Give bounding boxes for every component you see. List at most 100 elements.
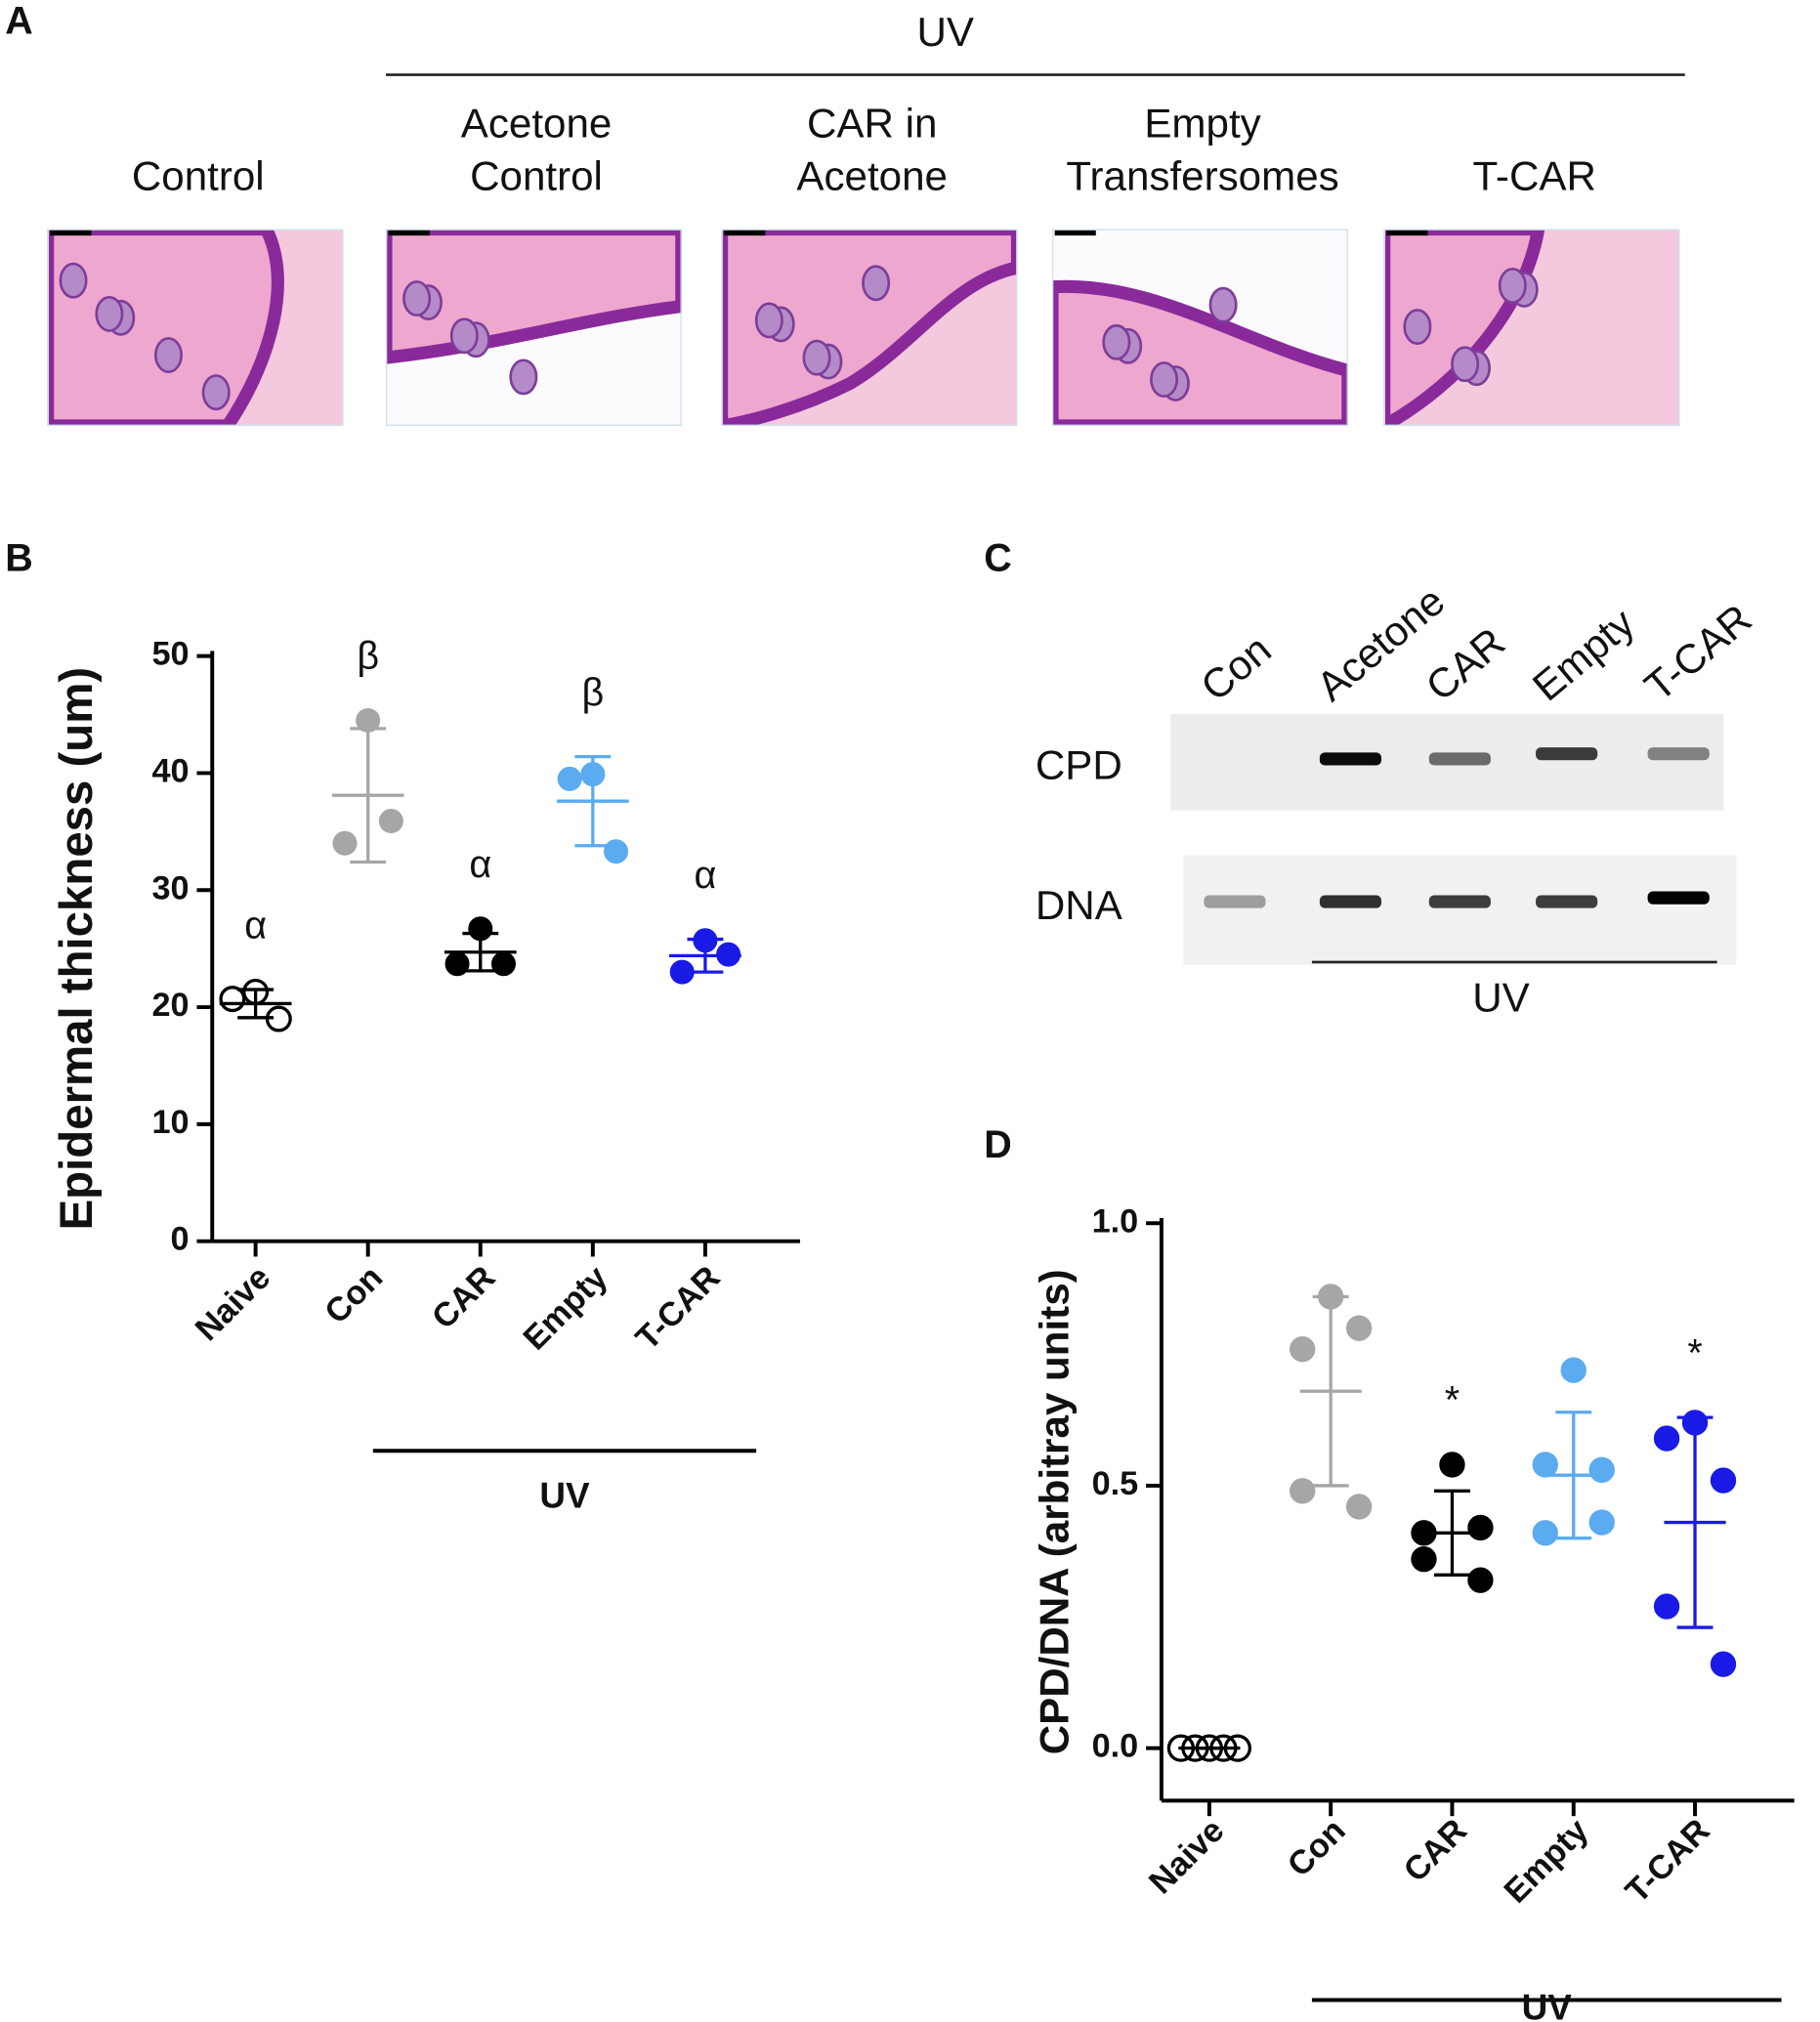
data-point [1653, 1593, 1680, 1620]
x-tick-label: Empty [517, 1259, 615, 1358]
x-tick-label: Empty [1498, 1812, 1596, 1911]
bracket-label: UV [539, 1476, 590, 1516]
follicle [1150, 361, 1179, 398]
data-point [1532, 1520, 1558, 1546]
data-point [1588, 1456, 1615, 1483]
y-tick-label: 1.0 [1092, 1202, 1139, 1240]
y-tick-label: 40 [151, 752, 189, 789]
band [1536, 747, 1598, 761]
annotation: β [581, 671, 604, 714]
bracket-label: UV [1472, 975, 1530, 1021]
data-point [1710, 1651, 1737, 1677]
row-label: DNA [1036, 882, 1123, 928]
follicle [754, 302, 783, 339]
x-tick-label: Con [1281, 1812, 1353, 1884]
x-tick-label: T-CAR [629, 1259, 728, 1358]
x-tick-label: CAR [1397, 1812, 1474, 1889]
column-label: Acetone [796, 152, 948, 198]
histology-image [1383, 229, 1680, 426]
data-point [1290, 1336, 1316, 1363]
data-point [219, 986, 246, 1013]
panel-label: A [5, 0, 33, 42]
epidermis [721, 229, 1018, 426]
y-axis-title: CPD/DNA (arbitray units) [1031, 1269, 1077, 1754]
lane-label: Con [1192, 626, 1279, 710]
data-point [1467, 1567, 1494, 1593]
data-point [378, 809, 403, 834]
panel-label: D [984, 1123, 1012, 1166]
x-tick-label: T-CAR [1619, 1812, 1717, 1911]
data-point [1681, 1410, 1709, 1436]
y-tick-label: 0.0 [1092, 1728, 1139, 1765]
tissue [721, 229, 1018, 426]
data-point [356, 708, 381, 734]
histology-image [721, 229, 1018, 426]
row-label: CPD [1036, 741, 1122, 787]
follicle [1208, 286, 1238, 323]
data-point [265, 1005, 292, 1032]
follicle [1498, 268, 1527, 304]
lane-label: Empty [1524, 600, 1643, 710]
follicle [1102, 323, 1131, 360]
annotation: α [469, 843, 491, 886]
follicle [509, 358, 538, 396]
follicle [1403, 309, 1432, 345]
band [1647, 891, 1710, 905]
data-point [1345, 1315, 1373, 1341]
data-point [693, 928, 718, 953]
data-point [1290, 1478, 1316, 1504]
lane-label: T-CAR [1636, 595, 1760, 709]
annotation: α [694, 854, 716, 897]
follicle [402, 280, 432, 317]
annotation: * [1445, 1379, 1460, 1422]
y-tick-label: 30 [151, 869, 189, 906]
band [1319, 895, 1382, 908]
data-point [1411, 1546, 1437, 1573]
data-point [1560, 1357, 1587, 1383]
follicle [802, 339, 831, 376]
blot-bg [1183, 855, 1737, 965]
column-label: T-CAR [1473, 152, 1596, 198]
band [1204, 895, 1266, 908]
follicle [153, 337, 183, 373]
data-point [332, 830, 358, 856]
data-point [669, 959, 695, 985]
bracket-label: UV [916, 9, 974, 55]
column-label: CAR in [807, 100, 937, 146]
epidermis [1383, 229, 1545, 426]
follicle [449, 317, 479, 355]
data-point [490, 951, 516, 977]
panel-label: B [5, 537, 33, 580]
data-point [1317, 1284, 1344, 1310]
y-axis-title: Epidermal thickness (um) [51, 667, 103, 1231]
data-point [1710, 1467, 1737, 1494]
lane-label: CAR [1418, 618, 1513, 709]
follicle [59, 262, 88, 299]
data-point [1467, 1514, 1494, 1541]
band [1428, 895, 1491, 908]
histology-image [385, 229, 682, 426]
band [1536, 895, 1598, 908]
data-point [1345, 1494, 1373, 1520]
annotation: β [357, 635, 379, 678]
y-tick-label: 10 [151, 1104, 189, 1141]
x-tick-label: CAR [425, 1259, 502, 1336]
histology-image [1051, 229, 1348, 426]
epidermis [47, 229, 284, 426]
data-point [1532, 1452, 1558, 1478]
data-point [1653, 1425, 1680, 1452]
data-point [444, 951, 470, 977]
column-label: Acetone [461, 100, 613, 146]
follicle [862, 265, 891, 302]
epidermis [385, 229, 682, 364]
follicle [1451, 346, 1480, 383]
band [1428, 752, 1491, 766]
column-label: Control [132, 152, 265, 198]
data-point [557, 766, 582, 791]
column-label: Control [470, 152, 603, 198]
y-tick-label: 20 [151, 987, 189, 1024]
data-point [242, 978, 270, 1005]
bracket-label: UV [1522, 1988, 1573, 2022]
annotation: * [1687, 1331, 1702, 1374]
